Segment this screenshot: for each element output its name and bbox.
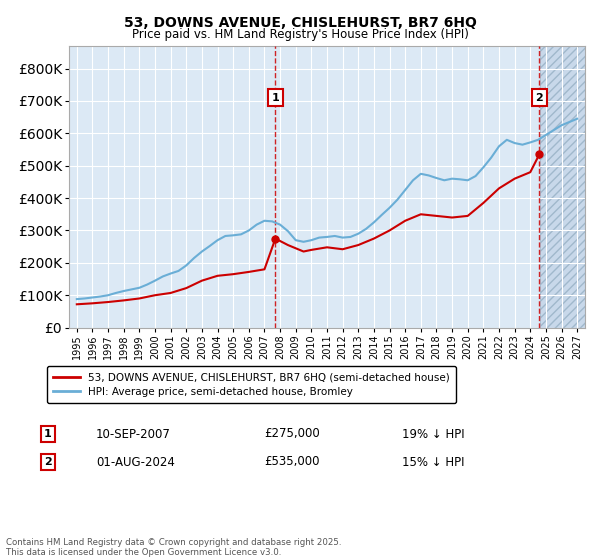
Text: 1: 1: [272, 93, 279, 102]
Text: 2: 2: [44, 457, 52, 467]
Bar: [540, 46, 585, 328]
Text: £535,000: £535,000: [264, 455, 320, 469]
Text: 01-AUG-2024: 01-AUG-2024: [96, 455, 175, 469]
Text: Contains HM Land Registry data © Crown copyright and database right 2025.
This d: Contains HM Land Registry data © Crown c…: [6, 538, 341, 557]
Text: 10-SEP-2007: 10-SEP-2007: [96, 427, 171, 441]
Text: 53, DOWNS AVENUE, CHISLEHURST, BR7 6HQ: 53, DOWNS AVENUE, CHISLEHURST, BR7 6HQ: [124, 16, 476, 30]
Text: 15% ↓ HPI: 15% ↓ HPI: [402, 455, 464, 469]
Text: 2: 2: [535, 93, 543, 102]
Text: 19% ↓ HPI: 19% ↓ HPI: [402, 427, 464, 441]
Text: 1: 1: [44, 429, 52, 439]
Legend: 53, DOWNS AVENUE, CHISLEHURST, BR7 6HQ (semi-detached house), HPI: Average price: 53, DOWNS AVENUE, CHISLEHURST, BR7 6HQ (…: [47, 366, 456, 403]
Text: Price paid vs. HM Land Registry's House Price Index (HPI): Price paid vs. HM Land Registry's House …: [131, 28, 469, 41]
Text: £275,000: £275,000: [264, 427, 320, 441]
